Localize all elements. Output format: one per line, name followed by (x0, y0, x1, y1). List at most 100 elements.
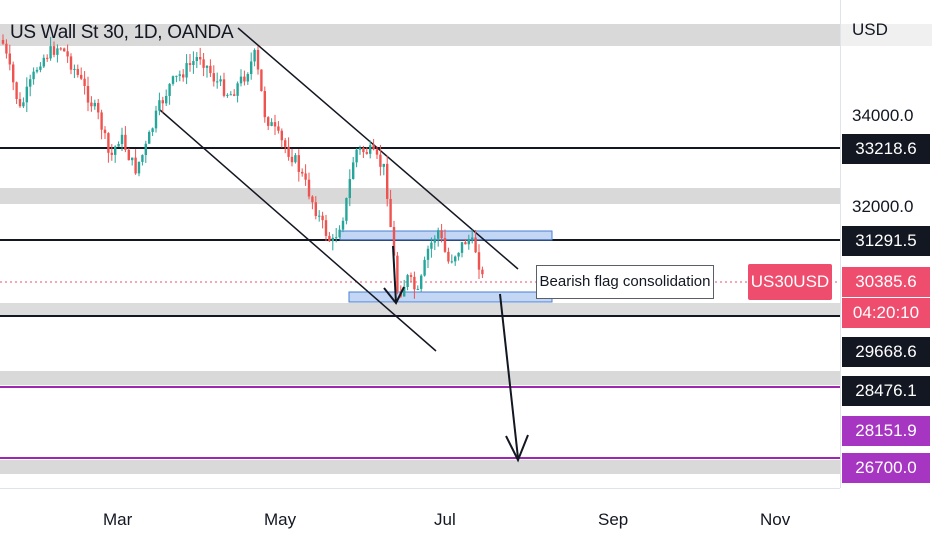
candle-body (86, 85, 90, 103)
candle-body (460, 242, 464, 253)
candle-body (107, 133, 110, 153)
candle-body (199, 57, 202, 60)
candle-body (386, 163, 389, 199)
candle-body (362, 147, 365, 153)
candle-body (331, 237, 334, 242)
time-axis[interactable] (0, 488, 840, 551)
level-line-26700[interactable] (0, 457, 840, 459)
candle-body (328, 235, 331, 242)
candle-body (182, 74, 185, 78)
candle-body (124, 134, 127, 150)
level-line-29668[interactable] (0, 315, 840, 317)
month-nov: Nov (760, 510, 791, 529)
candle-body (63, 48, 66, 52)
currency-label: USD (852, 20, 888, 39)
lower-zone-band[interactable] (0, 371, 840, 385)
target-arrow (499, 293, 529, 463)
candle-body (437, 230, 440, 239)
candle-body (209, 65, 212, 74)
month-mar: Mar (103, 510, 133, 529)
candle-body (144, 143, 147, 156)
candle-body (260, 69, 263, 92)
level-line-28476[interactable] (0, 386, 840, 388)
symbol-badge[interactable]: US30USD (748, 264, 832, 300)
candle-body (161, 100, 164, 104)
candle-body (120, 134, 124, 145)
candle-body (117, 144, 120, 147)
candle-body (352, 162, 355, 180)
candle-body (127, 149, 130, 161)
candle-body (471, 237, 474, 240)
candle-body (457, 252, 460, 257)
candle-body (314, 202, 317, 216)
countdown-tag: 04:20:10 (842, 298, 930, 328)
candle-body (409, 275, 413, 277)
channel-lower-line[interactable] (159, 109, 437, 352)
channel-upper-line[interactable] (237, 27, 519, 270)
price-tag-28476: 28476.1 (842, 376, 930, 406)
candle-body (46, 57, 49, 59)
candle-body (454, 256, 457, 262)
candle-body (372, 145, 375, 150)
candle-body (246, 74, 249, 82)
price-tag-31291: 31291.5 (842, 226, 930, 256)
candle-body (450, 261, 453, 263)
candle-body (22, 102, 25, 107)
candle-body (243, 76, 246, 82)
candle-body (76, 68, 79, 75)
chart-area[interactable]: US Wall St 30, 1D, OANDA Bearish flag co… (0, 0, 840, 488)
annotation-label[interactable]: Bearish flag consolidation (536, 265, 714, 299)
candle-body (392, 226, 396, 256)
candle-body (365, 152, 368, 154)
candle-body (137, 161, 141, 174)
candle-body (426, 248, 430, 260)
support-zone-band[interactable] (0, 303, 840, 315)
candle-body (29, 79, 32, 87)
candle-body (284, 140, 287, 147)
tick-34000: 34000.0 (852, 106, 914, 125)
candle-body (256, 49, 260, 70)
candle-body (90, 102, 93, 107)
candle-body (93, 102, 96, 107)
candle-body (280, 130, 283, 141)
candle-body (236, 83, 239, 96)
level-line-33218[interactable] (0, 147, 840, 149)
candle-body (110, 152, 113, 155)
candle-body (481, 269, 484, 275)
candle-body (35, 69, 39, 72)
candle-body (97, 102, 100, 113)
candle-body (464, 242, 467, 245)
candle-body (345, 198, 348, 221)
tick-32000: 32000.0 (852, 197, 914, 216)
bottom-zone-band[interactable] (0, 460, 840, 474)
candle-body (5, 43, 8, 54)
candle-body (39, 66, 42, 70)
candle-body (474, 237, 477, 253)
candle-body (73, 68, 76, 70)
mid-zone-band[interactable] (0, 188, 840, 204)
month-may: May (264, 510, 297, 529)
candle-body (396, 255, 399, 292)
candle-body (192, 61, 195, 65)
candle-body (131, 157, 134, 161)
candle-body (301, 171, 304, 174)
candle-body (202, 59, 205, 68)
candle-body (222, 79, 226, 96)
price-tag-33218: 33218.6 (842, 134, 930, 164)
chart-title: US Wall St 30, 1D, OANDA (10, 22, 234, 43)
flag-bottom-zone[interactable] (348, 291, 553, 303)
candle-body (100, 112, 103, 130)
candle-body (103, 129, 107, 134)
resistance-zone-band[interactable] (0, 24, 840, 46)
candle-body (69, 56, 73, 70)
price-chart-svg[interactable] (0, 0, 840, 488)
candle-body (447, 251, 450, 262)
candle-body (49, 46, 52, 59)
candle-body (80, 74, 83, 79)
axis-zone-top (841, 24, 932, 46)
candle-body (338, 229, 341, 238)
candle-body (311, 196, 314, 203)
candle-body (195, 57, 198, 62)
candle-body (277, 126, 280, 131)
candle-body (297, 155, 300, 172)
